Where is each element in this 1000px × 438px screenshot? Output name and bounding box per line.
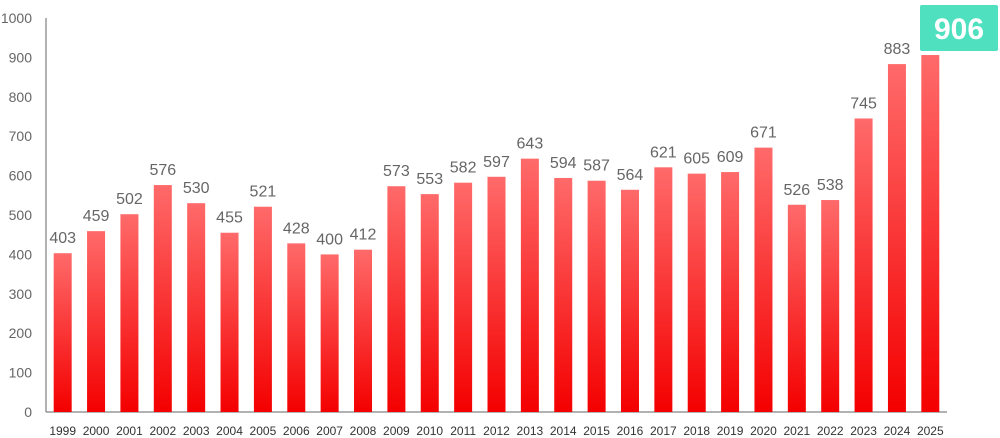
y-tick-label-800: 800 <box>9 89 33 105</box>
value-label-2018: 605 <box>683 151 710 168</box>
x-tick-label-2018: 2018 <box>683 424 710 438</box>
bar-2021 <box>787 204 806 412</box>
value-label-2020: 671 <box>750 125 777 142</box>
value-label-2019: 609 <box>717 149 744 166</box>
bar-2007 <box>320 254 339 412</box>
value-label-2001: 502 <box>116 191 143 208</box>
bar-2016 <box>620 189 639 412</box>
bar-2006 <box>287 243 306 412</box>
x-tick-label-2004: 2004 <box>216 424 243 438</box>
value-label-2005: 521 <box>250 184 277 201</box>
x-tick-label-2006: 2006 <box>283 424 310 438</box>
x-tick-label-2005: 2005 <box>250 424 277 438</box>
y-tick-label-900: 900 <box>9 49 33 65</box>
x-tick-label-2021: 2021 <box>783 424 810 438</box>
y-tick-label-600: 600 <box>9 168 33 184</box>
value-label-2007: 400 <box>316 231 343 248</box>
x-tick-label-2000: 2000 <box>83 424 110 438</box>
value-label-2016: 564 <box>617 167 644 184</box>
value-label-2006: 428 <box>283 220 310 237</box>
y-tick-label-400: 400 <box>9 246 33 262</box>
value-label-1999: 403 <box>49 230 76 247</box>
x-tick-label-2016: 2016 <box>617 424 644 438</box>
bar-2005 <box>253 206 272 412</box>
bar-2000 <box>87 231 106 412</box>
x-tick-label-2008: 2008 <box>350 424 377 438</box>
value-label-2013: 643 <box>517 136 544 153</box>
y-tick-label-200: 200 <box>9 325 33 341</box>
bar-2012 <box>487 176 506 412</box>
x-tick-label-2012: 2012 <box>483 424 510 438</box>
bar-2024 <box>887 64 906 413</box>
value-label-2012: 597 <box>483 154 510 171</box>
highlight-badge <box>920 5 998 51</box>
x-tick-label-2009: 2009 <box>383 424 410 438</box>
y-tick-label-100: 100 <box>9 365 33 381</box>
x-tick-label-2002: 2002 <box>149 424 176 438</box>
x-tick-label-2020: 2020 <box>750 424 777 438</box>
bar-2013 <box>520 158 539 412</box>
value-label-2003: 530 <box>183 180 210 197</box>
value-label-2022: 538 <box>817 177 844 194</box>
bar-2018 <box>687 173 706 412</box>
x-tick-label-2001: 2001 <box>116 424 143 438</box>
value-label-2002: 576 <box>149 162 176 179</box>
x-tick-label-2010: 2010 <box>416 424 443 438</box>
y-tick-label-0: 0 <box>24 404 32 420</box>
bar-2015 <box>587 180 606 412</box>
value-label-2017: 621 <box>650 144 677 161</box>
bar-2009 <box>387 186 406 412</box>
bar-2002 <box>153 185 172 412</box>
x-tick-label-2023: 2023 <box>850 424 877 438</box>
x-tick-label-2025: 2025 <box>917 424 944 438</box>
value-label-2009: 573 <box>383 163 410 180</box>
bar-1999 <box>53 253 72 412</box>
bar-2011 <box>454 182 473 412</box>
value-label-2008: 412 <box>350 227 377 244</box>
bar-2023 <box>854 118 873 412</box>
value-label-2024: 883 <box>884 41 911 58</box>
y-tick-label-300: 300 <box>9 286 33 302</box>
value-label-2010: 553 <box>416 171 443 188</box>
bar-2025 <box>921 55 940 412</box>
x-tick-label-2003: 2003 <box>183 424 210 438</box>
bar-2004 <box>220 232 239 412</box>
x-tick-label-2007: 2007 <box>316 424 343 438</box>
x-tick-label-2017: 2017 <box>650 424 677 438</box>
bar-2014 <box>554 177 573 412</box>
x-tick-label-2019: 2019 <box>717 424 744 438</box>
bar-2022 <box>821 200 840 412</box>
value-label-2015: 587 <box>583 158 610 175</box>
y-tick-label-700: 700 <box>9 128 33 144</box>
bar-2020 <box>754 147 773 412</box>
bar-2019 <box>721 172 740 412</box>
x-tick-label-2013: 2013 <box>517 424 544 438</box>
value-label-2021: 526 <box>783 182 810 199</box>
y-tick-label-1000: 1000 <box>1 10 32 26</box>
value-label-2023: 745 <box>850 95 877 112</box>
x-tick-label-2011: 2011 <box>450 424 476 438</box>
bar-2001 <box>120 214 139 412</box>
bar-2017 <box>654 167 673 412</box>
x-tick-label-2015: 2015 <box>583 424 610 438</box>
value-label-2000: 459 <box>83 208 110 225</box>
value-label-2025: 906 <box>934 13 984 46</box>
x-tick-label-1999: 1999 <box>49 424 76 438</box>
value-label-2004: 455 <box>216 210 243 227</box>
x-tick-label-2024: 2024 <box>884 424 911 438</box>
bar-2008 <box>354 249 373 412</box>
bar-2010 <box>420 194 439 412</box>
x-tick-label-2022: 2022 <box>817 424 844 438</box>
y-tick-label-500: 500 <box>9 207 33 223</box>
x-tick-label-2014: 2014 <box>550 424 577 438</box>
bar-2003 <box>187 203 206 412</box>
value-label-2011: 582 <box>450 160 477 177</box>
value-label-2014: 594 <box>550 155 577 172</box>
